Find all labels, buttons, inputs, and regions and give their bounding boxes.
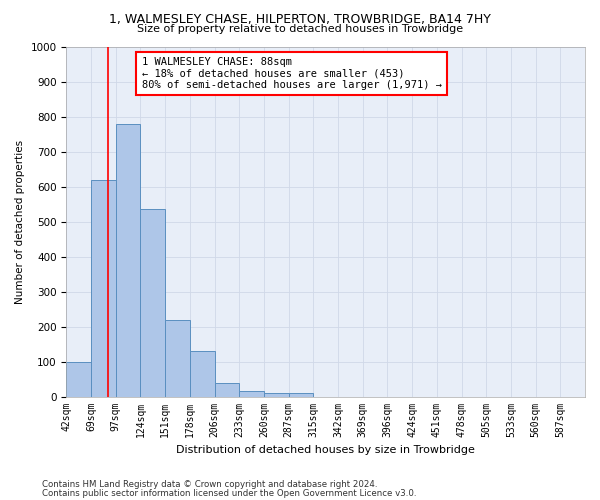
Bar: [140, 210, 165, 396]
Y-axis label: Number of detached properties: Number of detached properties: [15, 140, 25, 304]
Bar: [67, 362, 91, 396]
Text: Contains public sector information licensed under the Open Government Licence v3: Contains public sector information licen…: [42, 488, 416, 498]
Bar: [264, 393, 289, 396]
Bar: [239, 392, 264, 396]
Text: 1, WALMESLEY CHASE, HILPERTON, TROWBRIDGE, BA14 7HY: 1, WALMESLEY CHASE, HILPERTON, TROWBRIDG…: [109, 12, 491, 26]
Text: Size of property relative to detached houses in Trowbridge: Size of property relative to detached ho…: [137, 24, 463, 34]
Bar: [116, 124, 140, 396]
Bar: [215, 382, 239, 396]
Bar: [289, 393, 313, 396]
X-axis label: Distribution of detached houses by size in Trowbridge: Distribution of detached houses by size …: [176, 445, 475, 455]
Text: 1 WALMESLEY CHASE: 88sqm
← 18% of detached houses are smaller (453)
80% of semi-: 1 WALMESLEY CHASE: 88sqm ← 18% of detach…: [142, 57, 442, 90]
Bar: [91, 180, 116, 396]
Text: Contains HM Land Registry data © Crown copyright and database right 2024.: Contains HM Land Registry data © Crown c…: [42, 480, 377, 489]
Bar: [165, 320, 190, 396]
Bar: [190, 351, 215, 397]
